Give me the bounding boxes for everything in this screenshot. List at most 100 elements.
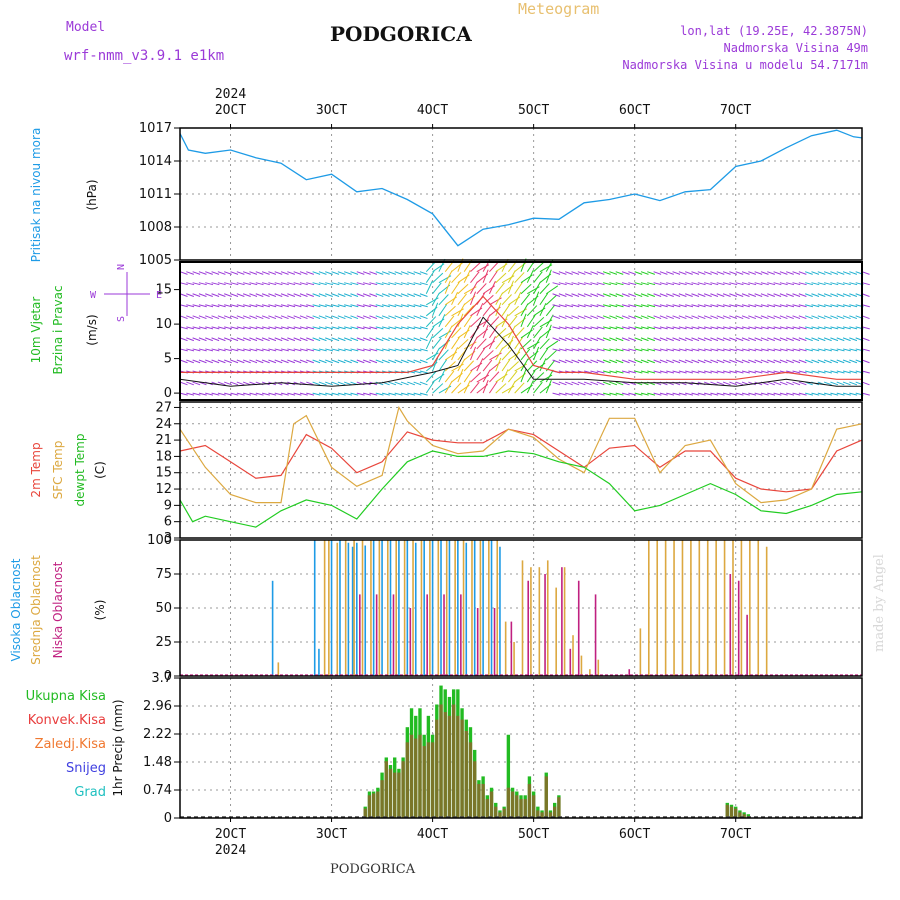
precip-conv-bar (451, 704, 456, 818)
wind-barb (299, 326, 308, 330)
wind-barb (388, 359, 397, 364)
time-tick-bottom-1: 3OCT (316, 827, 347, 842)
wind-barb (350, 271, 359, 275)
wind-barb (741, 392, 750, 396)
wind-barb (482, 294, 494, 306)
wind-barb (407, 348, 416, 352)
wind-barb (211, 326, 220, 330)
wind-barb (186, 293, 195, 297)
wind-barb (381, 359, 390, 364)
wind-barb (666, 370, 675, 374)
precip-total-bar (506, 734, 511, 818)
wind-barb (356, 337, 365, 342)
wind-barb (482, 269, 489, 283)
wind-barb (786, 326, 795, 330)
wind-barb (621, 282, 630, 286)
wind-barb (565, 293, 573, 297)
wind-barb (678, 359, 687, 364)
clouds-ytick-label: 50 (155, 601, 172, 616)
wind-barb (268, 271, 277, 275)
wind-barb (842, 293, 851, 297)
wind-barb (710, 359, 719, 364)
wind-barb (628, 293, 637, 297)
wind-barb (457, 368, 464, 383)
wind-barb (615, 348, 624, 352)
wind-barb (413, 381, 422, 386)
wind-barb (217, 326, 226, 330)
wind-barb (640, 271, 649, 275)
wind-barb (716, 381, 725, 386)
wind-barb (767, 293, 775, 297)
wind-barb (186, 282, 195, 286)
wind-barb (678, 370, 687, 374)
wind-barb (685, 359, 693, 364)
wind-barb (224, 392, 233, 396)
precip-conv-bar (367, 795, 372, 818)
wind-barb (678, 293, 687, 297)
wind-barb (653, 271, 662, 275)
wind-barb (735, 370, 744, 374)
wind-barb (836, 359, 845, 364)
wind-barb (224, 304, 233, 308)
wind-barb (280, 326, 289, 330)
wind-barb (293, 304, 302, 308)
wind-barb (704, 326, 713, 330)
wind-barb (628, 271, 637, 275)
wind-barb (451, 382, 462, 394)
wind-barb (299, 282, 308, 286)
wind-barb (647, 293, 655, 297)
wind-barb (741, 282, 750, 286)
wind-barb (779, 337, 788, 342)
wind-unit-label: (m/s) (85, 314, 99, 345)
wind-barb (249, 282, 258, 286)
wind-barb (419, 348, 428, 352)
wind-barb (344, 348, 353, 352)
wind-barb (703, 337, 712, 342)
precip-conv-bar (473, 761, 477, 818)
precip-conv-bar (371, 793, 376, 818)
wind-barb (798, 326, 807, 330)
wind-barb (198, 392, 207, 396)
wind-barb (811, 326, 820, 330)
wind-barb (432, 272, 444, 284)
wind-barb (419, 337, 428, 342)
wind-barb (697, 348, 706, 352)
wind-barb (501, 359, 511, 372)
wind-barb (628, 315, 637, 320)
wind-barb (634, 392, 643, 396)
wind-barb (760, 359, 769, 364)
wind-barb (678, 304, 687, 308)
wind-barb (552, 326, 561, 330)
pressure-panel-frame (179, 127, 863, 261)
wind-barbs (179, 258, 870, 396)
wind-barb (836, 304, 845, 308)
wind-barb (451, 347, 459, 361)
wind-barb (331, 326, 340, 330)
wind-barb (722, 282, 731, 286)
wind-barb (609, 293, 618, 297)
wind-barb (268, 293, 277, 297)
wind-barb (217, 315, 226, 320)
wind-barb (666, 392, 675, 396)
year-label-top: 2024 (215, 87, 246, 102)
wind-barb (331, 271, 340, 275)
wind-barb (849, 392, 858, 396)
wind-barb (672, 282, 681, 286)
wind-barb (716, 370, 725, 374)
wind-barb (419, 282, 428, 286)
wind-barb (318, 271, 327, 275)
wind-direction-west: W (90, 290, 97, 301)
wind-barb (394, 348, 403, 352)
wind-barb (849, 282, 858, 286)
wind-barb (539, 283, 550, 295)
wind-barb (703, 315, 712, 320)
precip-conv-bar (430, 742, 435, 818)
wind-barb (306, 348, 315, 352)
precip-conv-bar (531, 795, 536, 818)
wind-barb (861, 337, 870, 342)
wind-barb (811, 293, 820, 297)
wind-barb (356, 348, 365, 352)
wind-barb (224, 348, 233, 352)
wind-barb (425, 261, 437, 272)
wind-barb (817, 326, 826, 330)
